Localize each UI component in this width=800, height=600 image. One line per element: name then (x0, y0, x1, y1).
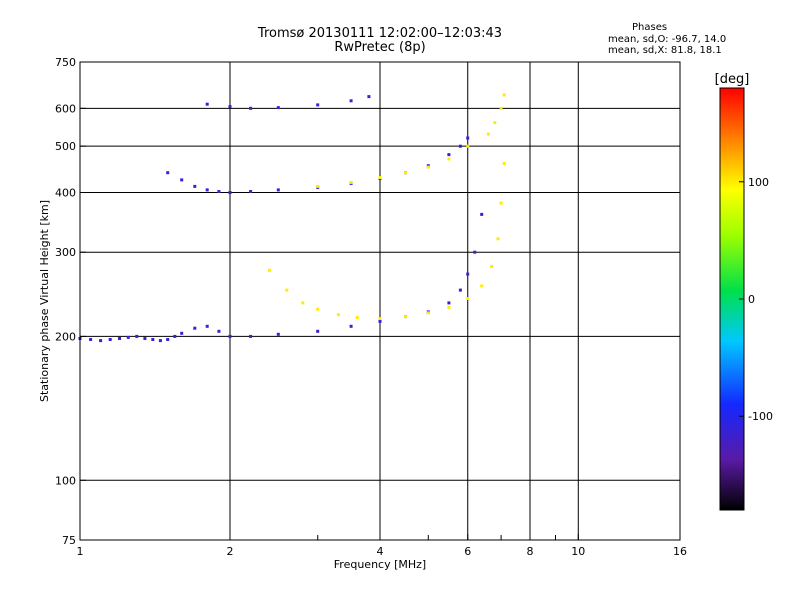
data-point (285, 288, 289, 292)
x-tick-label: 4 (377, 545, 384, 558)
data-point (349, 180, 353, 184)
colorbar-tick-label: -100 (748, 410, 773, 423)
data-point (228, 105, 232, 109)
data-point (480, 284, 484, 288)
data-point (316, 329, 320, 333)
data-point (151, 338, 155, 341)
x-tick-label: 6 (464, 545, 471, 558)
y-tick-label: 400 (55, 186, 76, 199)
y-axis-label: Stationary phase Virtual Height [km] (38, 200, 51, 402)
data-point (301, 301, 305, 305)
data-point (490, 265, 494, 268)
data-point (486, 132, 490, 136)
y-tick-label: 600 (55, 102, 76, 115)
data-point (228, 191, 232, 194)
chart-title-line1: Tromsø 20130111 12:02:00–12:03:43 (257, 26, 503, 41)
x-tick-label: 16 (673, 545, 687, 558)
colorbar-label: [deg] (715, 72, 750, 87)
data-point (466, 136, 470, 140)
data-point (193, 184, 197, 188)
data-point (276, 188, 280, 192)
data-point (458, 288, 462, 292)
x-tick-label: 1 (77, 545, 84, 558)
data-point (126, 335, 130, 339)
data-point (447, 157, 451, 161)
x-tick-label: 10 (571, 545, 585, 558)
stats-line-x: mean, sd,X: 81.8, 18.1 (608, 45, 722, 56)
data-point (173, 334, 177, 338)
data-point (447, 153, 451, 157)
data-point (316, 184, 320, 188)
colorbar-tick-label: 0 (748, 293, 755, 306)
data-point (108, 338, 112, 341)
data-point (447, 301, 451, 305)
data-point (349, 99, 353, 103)
data-point (426, 165, 430, 169)
data-point (466, 272, 470, 276)
colorbar-tick-label: 100 (748, 176, 769, 189)
data-point (118, 337, 121, 340)
data-point (205, 102, 209, 106)
data-point (180, 331, 184, 335)
data-point (158, 339, 162, 343)
x-tick-label: 8 (527, 545, 534, 558)
data-point (458, 144, 462, 148)
data-point (249, 334, 253, 338)
data-point (349, 324, 353, 328)
y-tick-label: 750 (55, 56, 76, 69)
data-point (249, 190, 253, 193)
x-axis-label: Frequency [MHz] (334, 558, 426, 571)
x-tick-label: 2 (227, 545, 234, 558)
data-point (193, 326, 197, 330)
data-point (316, 103, 320, 107)
data-point (496, 237, 500, 241)
data-point (249, 106, 253, 110)
data-point (336, 313, 340, 317)
data-point (166, 171, 170, 175)
chart-title-line2: RwPretec (8p) (334, 40, 426, 55)
y-tick-label: 75 (62, 534, 76, 547)
data-point (502, 162, 506, 165)
y-tick-label: 500 (55, 140, 76, 153)
data-point (367, 95, 371, 99)
data-point (466, 144, 470, 148)
stats-title: Phases (632, 22, 668, 33)
data-point (228, 334, 232, 338)
data-point (205, 324, 209, 328)
y-tick-label: 300 (55, 246, 76, 259)
data-point (499, 201, 503, 205)
data-point (89, 338, 93, 341)
data-point (473, 250, 477, 254)
data-point (217, 329, 221, 333)
data-point (447, 305, 451, 309)
data-point (466, 297, 470, 300)
data-point (502, 93, 506, 97)
data-point (378, 319, 382, 323)
data-point (316, 307, 320, 311)
data-point (480, 212, 484, 216)
y-tick-label: 200 (55, 330, 76, 343)
y-tick-label: 100 (55, 474, 76, 487)
data-point (143, 337, 147, 340)
stats-line-o: mean, sd,O: -96.7, 14.0 (608, 34, 727, 45)
data-point (180, 178, 184, 182)
data-point (499, 106, 503, 110)
data-point (276, 332, 280, 336)
data-point (404, 315, 407, 319)
data-point (426, 311, 430, 315)
data-point (166, 338, 170, 341)
data-point (217, 190, 221, 193)
data-point (378, 317, 382, 320)
data-point (99, 339, 103, 343)
data-point (276, 106, 280, 110)
data-point (355, 316, 359, 319)
data-point (135, 334, 139, 338)
data-point (404, 171, 407, 175)
data-point (205, 188, 209, 192)
data-point (268, 268, 271, 272)
data-point (378, 176, 382, 179)
data-point (493, 121, 497, 125)
